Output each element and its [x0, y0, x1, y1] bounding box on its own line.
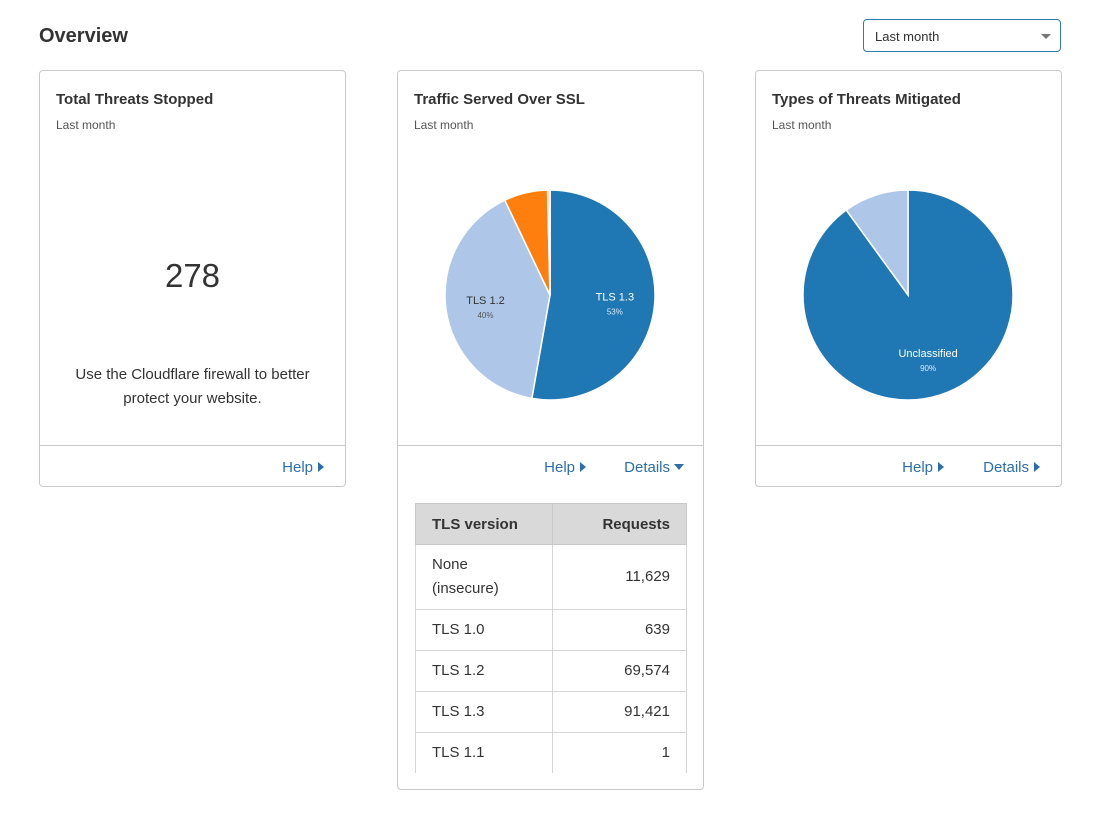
details-label: Details	[983, 459, 1029, 476]
caret-right-icon	[938, 462, 944, 472]
table-row: TLS 1.3 91,421	[415, 691, 687, 733]
card-title: Types of Threats Mitigated	[772, 91, 961, 108]
threats-card: Total Threats Stopped Last month 278 Use…	[39, 70, 346, 487]
caret-right-icon	[1034, 462, 1040, 472]
help-link-label: Help	[902, 459, 933, 476]
tls-version-cell: TLS 1.1	[415, 732, 553, 773]
table-row: TLS 1.1 1	[415, 732, 687, 773]
card-subtitle: Last month	[414, 118, 474, 132]
slice-label: TLS 1.3	[596, 292, 635, 304]
pie-slice-1	[845, 189, 909, 298]
slice-label: Unclassified	[898, 348, 957, 360]
help-link-label: Help	[282, 459, 313, 476]
threat-types-card: Types of Threats Mitigated Last month Un…	[755, 70, 1062, 487]
card-title: Total Threats Stopped	[56, 91, 214, 108]
page-title: Overview	[39, 25, 128, 47]
requests-cell: 639	[552, 609, 687, 651]
period-select-value: Last month	[875, 29, 940, 44]
requests-cell: 11,629	[552, 544, 687, 610]
card-footer: Help	[40, 445, 345, 488]
card-subtitle: Last month	[56, 118, 116, 132]
requests-cell: 91,421	[552, 691, 687, 733]
tls-version-cell: TLS 1.2	[415, 650, 553, 692]
ssl-pie-chart: TLS 1.3 53% TLS 1.2 40%	[444, 189, 656, 401]
chevron-down-icon	[1041, 34, 1051, 39]
column-header-tls-version: TLS version	[415, 503, 553, 545]
help-link[interactable]: Help	[282, 459, 324, 476]
table-header-row: TLS version Requests	[415, 503, 687, 545]
threat-types-pie-chart: Unclassified 90%	[802, 189, 1014, 401]
caret-down-icon	[674, 464, 684, 470]
tls-version-cell: TLS 1.0	[415, 609, 553, 651]
tls-table: TLS version Requests None (insecure) 11,…	[415, 503, 687, 773]
requests-cell: 69,574	[552, 650, 687, 692]
card-footer: Help Details	[756, 445, 1061, 488]
table-row: TLS 1.0 639	[415, 609, 687, 651]
firewall-message: Use the Cloudflare firewall to better pr…	[75, 366, 310, 407]
help-link[interactable]: Help	[902, 459, 944, 476]
pie-slice-tls-1-2	[444, 199, 551, 400]
card-footer: Help Details	[398, 445, 703, 488]
caret-right-icon	[318, 462, 324, 472]
slice-percent-label: 90%	[920, 364, 936, 373]
tls-version-cell: None (insecure)	[415, 544, 553, 610]
card-title: Traffic Served Over SSL	[414, 91, 585, 108]
details-link[interactable]: Details	[983, 459, 1040, 476]
tls-version-cell: TLS 1.3	[415, 691, 553, 733]
card-subtitle: Last month	[772, 118, 832, 132]
caret-right-icon	[580, 462, 586, 472]
table-row: None (insecure) 11,629	[415, 544, 687, 610]
table-row: TLS 1.2 69,574	[415, 650, 687, 692]
ssl-card: Traffic Served Over SSL Last month TLS 1…	[397, 70, 704, 487]
threats-count: 278	[164, 257, 221, 294]
details-toggle[interactable]: Details	[624, 459, 684, 476]
period-select[interactable]: Last month	[863, 19, 1061, 52]
pie-slice-tls-1-3	[530, 189, 656, 401]
slice-label: TLS 1.2	[466, 295, 505, 307]
requests-cell: 1	[552, 732, 687, 773]
help-link[interactable]: Help	[544, 459, 586, 476]
slice-percent-label: 40%	[477, 311, 493, 320]
slice-percent-label: 53%	[607, 308, 623, 317]
ssl-details-panel: TLS version Requests None (insecure) 11,…	[397, 486, 704, 790]
details-label: Details	[624, 459, 670, 476]
help-link-label: Help	[544, 459, 575, 476]
column-header-requests: Requests	[552, 503, 687, 545]
